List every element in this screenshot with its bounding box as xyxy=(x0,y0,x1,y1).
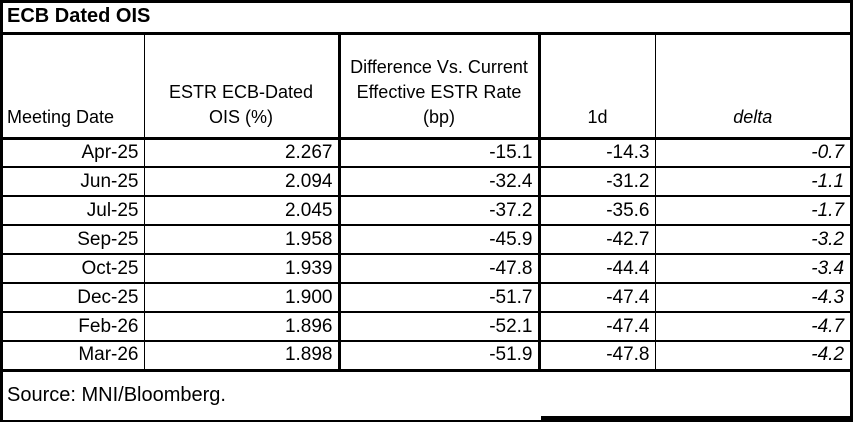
cell: Mar-26 xyxy=(3,341,145,372)
cell: 2.267 xyxy=(144,138,341,168)
table-row: Mar-26 1.898 -51.9 -47.8 -4.2 xyxy=(3,341,851,372)
column-header-1d: 1d xyxy=(539,33,656,140)
cell: -4.3 xyxy=(655,283,851,313)
column-header-ois: ESTR ECB-Dated OIS (%) xyxy=(144,33,341,140)
cell: Dec-25 xyxy=(3,283,145,313)
table-title: ECB Dated OIS xyxy=(3,3,851,35)
cell: 1.898 xyxy=(144,341,341,372)
column-header-difference: Difference Vs. Current Effective ESTR Ra… xyxy=(339,33,541,140)
cell: -35.6 xyxy=(539,196,656,226)
cell: 1.939 xyxy=(144,254,341,284)
cell: -32.4 xyxy=(339,167,541,197)
table-row: Jul-25 2.045 -37.2 -35.6 -1.7 xyxy=(3,196,851,226)
cell: -1.7 xyxy=(655,196,851,226)
cell: -42.7 xyxy=(539,225,656,255)
table-row: Jun-25 2.094 -32.4 -31.2 -1.1 xyxy=(3,167,851,197)
cell: -31.2 xyxy=(539,167,656,197)
table-row: Dec-25 1.900 -51.7 -47.4 -4.3 xyxy=(3,283,851,313)
cell: -47.4 xyxy=(539,283,656,313)
cell: -1.1 xyxy=(655,167,851,197)
cell: 2.045 xyxy=(144,196,341,226)
header-row: Meeting Date ESTR ECB-Dated OIS (%) Diff… xyxy=(3,33,851,140)
cell: -44.4 xyxy=(539,254,656,284)
cell: 1.896 xyxy=(144,312,341,342)
cell: 1.958 xyxy=(144,225,341,255)
column-header-delta: delta xyxy=(655,33,851,140)
cell: -4.2 xyxy=(655,341,851,372)
cell: Jul-25 xyxy=(3,196,145,226)
column-header-meeting-date: Meeting Date xyxy=(3,33,145,140)
bottom-border-bar xyxy=(541,416,853,422)
cell: Feb-26 xyxy=(3,312,145,342)
cell: -14.3 xyxy=(539,138,656,168)
cell: -47.4 xyxy=(539,312,656,342)
source-note: Source: MNI/Bloomberg. xyxy=(7,384,226,407)
cell: 1.900 xyxy=(144,283,341,313)
table-row: Apr-25 2.267 -15.1 -14.3 -0.7 xyxy=(3,138,851,168)
cell: -0.7 xyxy=(655,138,851,168)
cell: -47.8 xyxy=(539,341,656,372)
table-row: Feb-26 1.896 -52.1 -47.4 -4.7 xyxy=(3,312,851,342)
cell: -4.7 xyxy=(655,312,851,342)
table-row: Sep-25 1.958 -45.9 -42.7 -3.2 xyxy=(3,225,851,255)
table-row: Oct-25 1.939 -47.8 -44.4 -3.4 xyxy=(3,254,851,284)
cell: 2.094 xyxy=(144,167,341,197)
cell: Apr-25 xyxy=(3,138,145,168)
cell: Sep-25 xyxy=(3,225,145,255)
cell: -37.2 xyxy=(339,196,541,226)
cell: -51.9 xyxy=(339,341,541,372)
cell: Oct-25 xyxy=(3,254,145,284)
footer-row: Source: MNI/Bloomberg. xyxy=(3,370,850,420)
cell: -51.7 xyxy=(339,283,541,313)
cell: -3.2 xyxy=(655,225,851,255)
cell: Jun-25 xyxy=(3,167,145,197)
cell: -3.4 xyxy=(655,254,851,284)
cell: -52.1 xyxy=(339,312,541,342)
title-row: ECB Dated OIS xyxy=(3,3,851,35)
cell: -15.1 xyxy=(339,138,541,168)
data-table: ECB Dated OIS Meeting Date ESTR ECB-Date… xyxy=(3,3,851,420)
cell: -47.8 xyxy=(339,254,541,284)
cell: -45.9 xyxy=(339,225,541,255)
